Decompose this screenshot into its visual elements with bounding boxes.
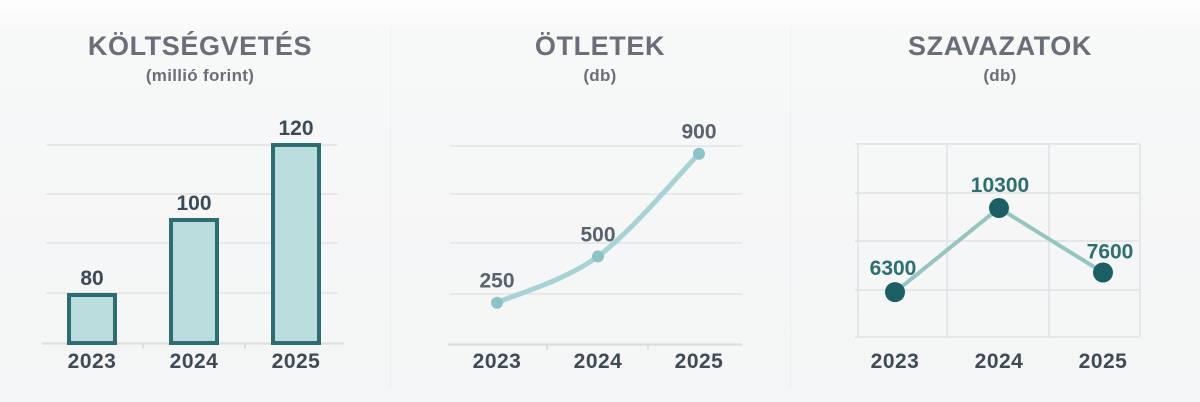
bar-2024 xyxy=(169,218,219,345)
value-label: 100 xyxy=(176,192,211,215)
x-axis-label: 2023 xyxy=(68,350,117,373)
value-label: 250 xyxy=(479,270,514,293)
x-axis-label: 2025 xyxy=(272,350,321,373)
value-label: 10300 xyxy=(971,174,1029,197)
panel-szavazatok: SZAVAZATOK (db) 6300 10300 7600 2023 2024 202… xyxy=(800,0,1200,402)
data-point-2023 xyxy=(491,296,503,309)
x-axis-label: 2025 xyxy=(1079,350,1128,373)
bar-2023 xyxy=(67,293,117,345)
data-point-2025 xyxy=(693,147,705,160)
panel-divider xyxy=(390,26,391,388)
data-point-2025 xyxy=(1093,262,1113,283)
value-label: 120 xyxy=(278,117,313,140)
szavazatok-svg: 6300 10300 7600 2023 2024 2025 xyxy=(855,143,1141,373)
panel-divider xyxy=(790,26,791,388)
panel-koltsegvetes: KÖLTSÉGVETÉS (millió forint) 80 100 120 202… xyxy=(0,0,400,402)
x-axis-label: 2024 xyxy=(975,350,1024,373)
x-axis-label: 2023 xyxy=(871,350,920,373)
value-label: 500 xyxy=(580,223,615,246)
ideas-chart-title: ÖTLETEK xyxy=(534,31,666,61)
votes-line-chart: 6300 10300 7600 2023 2024 2025 xyxy=(800,0,1200,402)
panel-otletek: ÖTLETEK (db) 250 500 900 2023 2024 2025 xyxy=(400,0,800,402)
value-label: 6300 xyxy=(870,257,917,280)
gridlines xyxy=(450,145,742,295)
value-label: 80 xyxy=(80,267,103,290)
ötletek-svg: 250 500 900 2023 2024 2025 xyxy=(448,121,742,373)
value-label: 900 xyxy=(681,121,716,144)
bar-2025 xyxy=(271,143,321,345)
trend-line xyxy=(893,206,1105,295)
x-axis-label: 2024 xyxy=(574,350,623,373)
x-axis-label: 2025 xyxy=(675,350,724,373)
votes-chart-subtitle: (db) xyxy=(983,66,1017,85)
költségvetés-svg: 80 100 120 2023 2024 2025 xyxy=(42,117,344,373)
ideas-chart-subtitle: (db) xyxy=(583,66,617,85)
budget-chart-title: KÖLTSÉGVETÉS xyxy=(87,31,313,61)
ideas-line-chart: 250 500 900 2023 2024 2025 xyxy=(400,0,800,402)
data-point-2024 xyxy=(989,198,1009,219)
data-point-2024 xyxy=(592,250,604,263)
x-axis-label: 2024 xyxy=(170,350,219,373)
budget-bar-chart: 80 100 120 2023 2024 2025 xyxy=(0,0,400,402)
data-point-2023 xyxy=(885,282,905,303)
budget-chart-subtitle: (millió forint) xyxy=(145,66,255,85)
x-axis-label: 2023 xyxy=(473,350,522,373)
votes-chart-title: SZAVAZATOK xyxy=(908,31,1092,61)
value-label: 7600 xyxy=(1087,241,1134,264)
